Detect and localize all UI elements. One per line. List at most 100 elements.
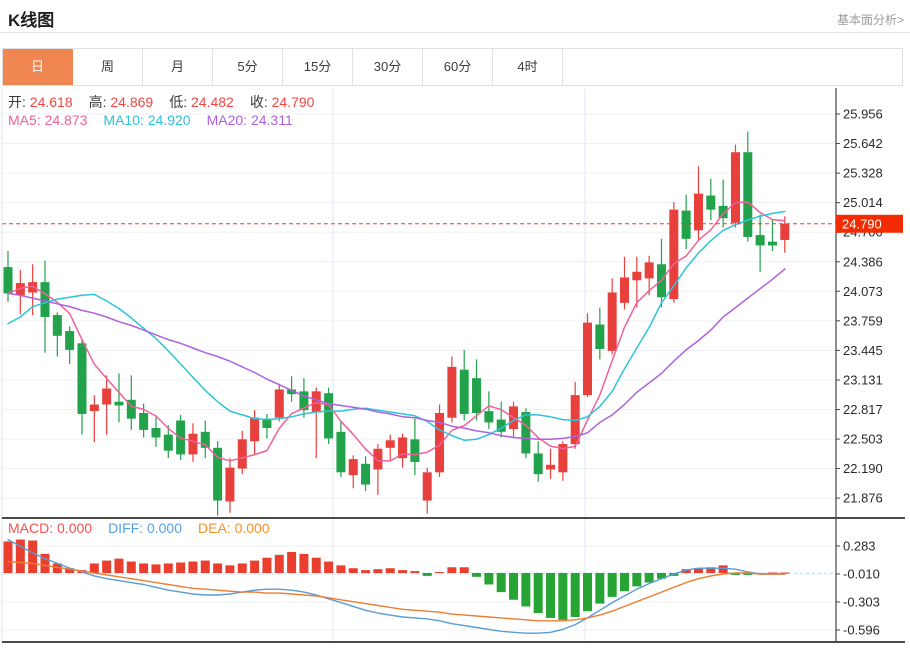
legend-value: 24.790: [267, 94, 315, 110]
legend-value: 0.000: [53, 520, 93, 536]
macd-bar-down: [607, 573, 617, 597]
ma-legend: MA5: 24.873 MA10: 24.920 MA20: 24.311: [8, 112, 309, 128]
candle-body-up: [225, 467, 235, 502]
macd-bar-up: [361, 570, 371, 573]
macd-bar-up: [52, 563, 62, 573]
candle-body-up: [311, 391, 321, 413]
tab-5min[interactable]: 5分: [213, 49, 283, 85]
legend-macd-item: MACD: 0.000: [8, 520, 92, 536]
candle-body-down: [767, 241, 777, 246]
ma5-line: [7, 201, 786, 462]
legend-value: 24.873: [40, 112, 88, 128]
candle-body-up: [607, 292, 617, 351]
macd-bar-up: [780, 572, 790, 574]
macd-bar-up: [102, 560, 112, 573]
macd-bar-up: [274, 554, 284, 573]
legend-value: 24.482: [187, 94, 234, 110]
candle-body-up: [546, 464, 556, 470]
legend-ma-item: MA20: 24.311: [207, 112, 293, 128]
tab-15min[interactable]: 15分: [283, 49, 353, 85]
candle-body-down: [65, 331, 75, 350]
candle-body-up: [28, 282, 38, 293]
header-divider: [0, 32, 910, 33]
legend-label: MA20:: [206, 112, 248, 128]
tab-day[interactable]: 日: [3, 49, 73, 85]
axis-tick-label: 23.759: [843, 313, 883, 328]
candle-body-up: [385, 440, 395, 448]
macd-bar-up: [693, 568, 703, 573]
candle-body-down: [496, 419, 506, 432]
candle-body-up: [398, 437, 408, 459]
macd-bar-up: [139, 563, 149, 573]
legend-ohlc-item: 收: 24.790: [250, 94, 315, 110]
macd-bar-up: [348, 568, 358, 573]
candle-body-down: [472, 378, 482, 413]
macd-bar-down: [533, 573, 543, 614]
candle-body-down: [484, 411, 494, 423]
macd-bar-up: [65, 568, 75, 573]
legend-value: 24.618: [25, 94, 73, 110]
macd-bar-up: [163, 563, 173, 573]
legend-value: 24.869: [106, 94, 154, 110]
candle-body-down: [336, 431, 346, 473]
candle-body-down: [139, 412, 149, 430]
axis-tick-label: 22.190: [843, 461, 883, 476]
legend-value: 24.311: [247, 112, 293, 128]
tab-30min[interactable]: 30分: [353, 49, 423, 85]
candle-body-up: [583, 322, 593, 396]
tab-month[interactable]: 月: [143, 49, 213, 85]
candle-body-down: [459, 369, 469, 414]
macd-bar-down: [570, 573, 580, 617]
tab-60min[interactable]: 60分: [423, 49, 493, 85]
candle-body-down: [521, 412, 531, 454]
candle-body-down: [681, 210, 691, 239]
macd-bar-up: [114, 558, 124, 573]
macd-bar-up: [373, 569, 383, 573]
axis-tick-label: 22.503: [843, 432, 883, 447]
legend-label: MACD:: [8, 520, 54, 536]
macd-bar-up: [447, 567, 457, 573]
macd-bar-down: [509, 573, 519, 600]
candle-body-down: [163, 434, 173, 451]
candle-body-up: [422, 472, 432, 501]
candle-body-down: [114, 401, 124, 406]
candle-body-down: [287, 389, 297, 395]
macd-bar-down: [730, 573, 740, 575]
legend-label: 收:: [249, 94, 268, 110]
macd-bar-down: [656, 573, 666, 579]
legend-ma-item: MA5: 24.873: [8, 112, 87, 128]
axis-tick-label: 23.445: [843, 343, 883, 358]
axis-tick-label: 21.876: [843, 491, 883, 506]
axis-tick-label: 24.386: [843, 254, 883, 269]
candle-body-down: [3, 267, 13, 294]
macd-bar-up: [287, 551, 297, 573]
macd-bar-down: [484, 573, 494, 585]
macd-bar-down: [743, 573, 753, 575]
macd-bar-up: [336, 565, 346, 573]
tab-week[interactable]: 周: [73, 49, 143, 85]
axis-tick-label: 23.131: [843, 372, 883, 387]
axis-tick-label: 25.014: [843, 195, 883, 210]
candle-body-down: [77, 343, 87, 414]
tab-4hour[interactable]: 4时: [493, 49, 563, 85]
legend-label: 高:: [88, 94, 107, 110]
legend-label: DEA:: [198, 520, 231, 536]
macd-bar-up: [200, 560, 210, 573]
macd-bar-up: [385, 568, 395, 573]
axis-tick-label: 0.283: [843, 538, 876, 553]
macd-bar-down: [583, 573, 593, 612]
candle-body-up: [644, 262, 654, 279]
page-title: K线图: [8, 11, 55, 30]
ohlc-legend: 开: 24.618 高: 24.869 低: 24.482 收: 24.790: [8, 92, 330, 112]
fundamental-analysis-link[interactable]: 基本面分析>: [836, 13, 904, 27]
macd-bar-up: [262, 557, 272, 573]
candle-body-down: [299, 391, 309, 411]
macd-bar-up: [435, 572, 445, 574]
macd-bar-up: [176, 562, 186, 573]
candle-body-down: [213, 447, 223, 501]
candle-body-up: [348, 459, 358, 476]
macd-bar-up: [188, 561, 198, 573]
macd-legend: MACD: 0.000 DIFF: 0.000 DEA: 0.000: [8, 520, 286, 536]
